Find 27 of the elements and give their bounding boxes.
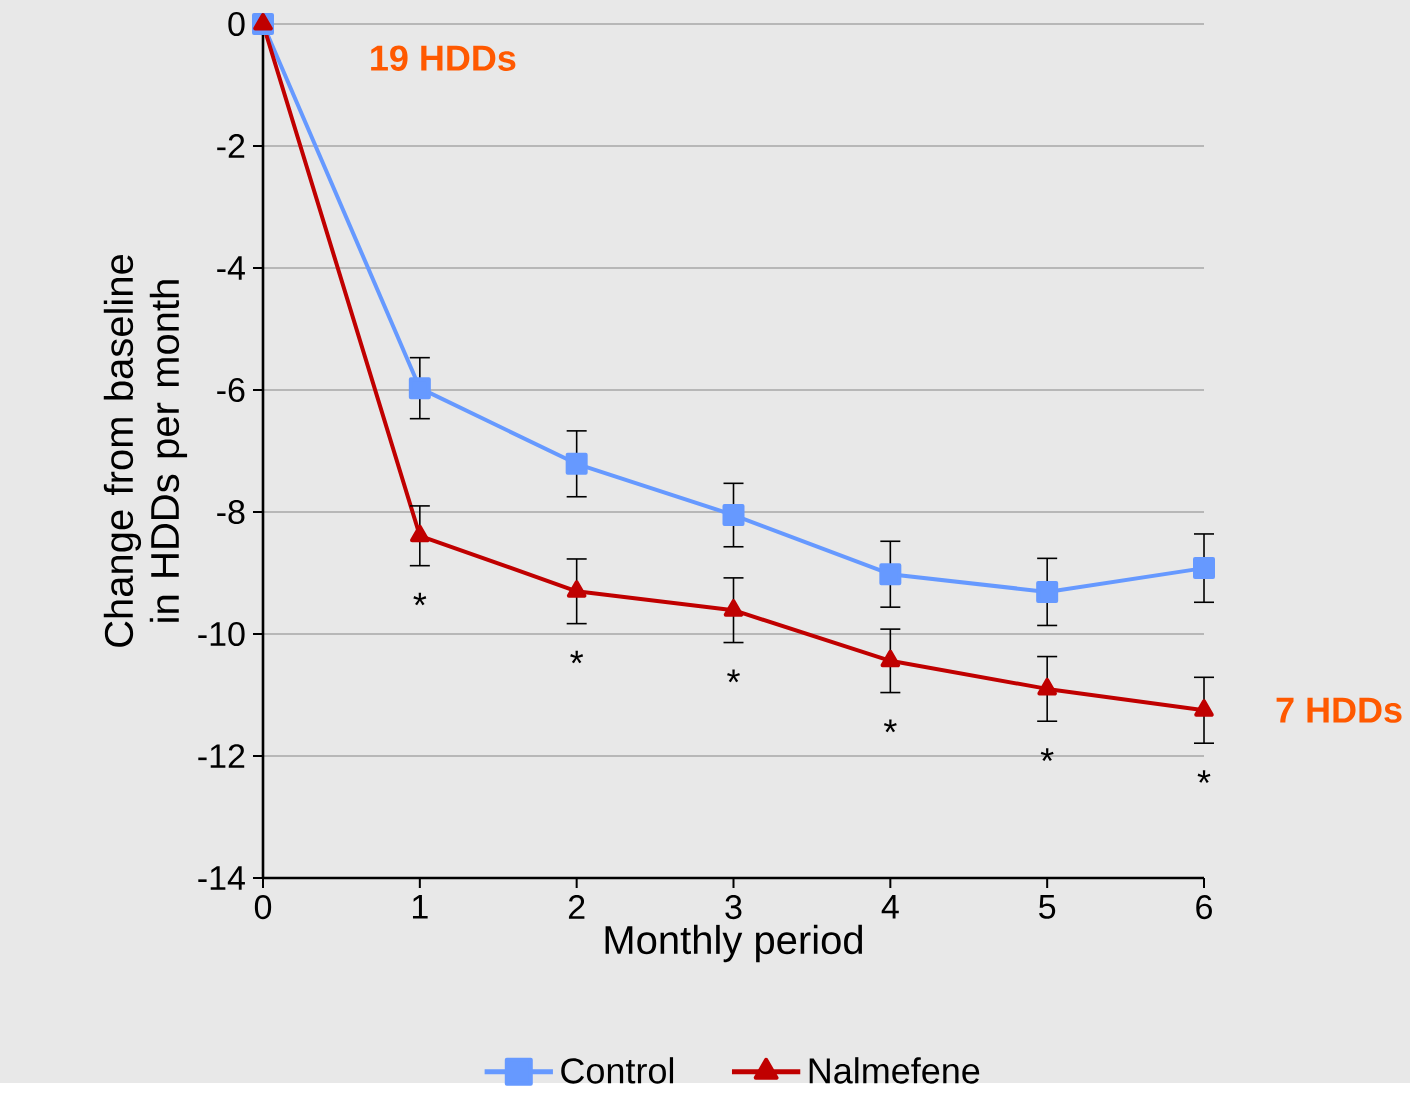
annotation: * (413, 592, 427, 606)
annotation: * (727, 669, 740, 683)
annotation: 19 HDDs (371, 45, 516, 71)
x-axis-title: Monthly period (605, 924, 863, 963)
y-tick-label: -10 (198, 621, 245, 646)
y-tick-label: -6 (217, 377, 245, 402)
x-tick-label: 6 (1196, 894, 1212, 920)
text: 7 HDDs (1276, 697, 1402, 723)
x-tick-label: 3 (725, 894, 742, 920)
annotation: * (883, 719, 897, 733)
y-tick-label: -8 (217, 499, 245, 524)
x-tick-label: 2 (568, 894, 585, 919)
annotation: * (1040, 748, 1054, 761)
legend-label: Nalmefene (809, 1057, 980, 1084)
x-tick-label: 0 (254, 894, 272, 920)
y-tick-label: -4 (217, 256, 245, 280)
x-tick-label: 4 (881, 894, 899, 919)
annotation: * (570, 650, 584, 664)
y-axis-title: Change from baseline in HDDs per month (103, 254, 188, 647)
y-tick-label: -12 (198, 743, 245, 768)
y-tick-label: -2 (217, 133, 245, 158)
y-tick-label: -14 (198, 866, 245, 890)
x-tick-label: 5 (1039, 894, 1056, 919)
y-tick-label: 0 (228, 11, 245, 36)
annotation: * (1197, 770, 1211, 783)
x-tick-label: 1 (412, 894, 428, 919)
legend-label: Control (561, 1057, 674, 1084)
